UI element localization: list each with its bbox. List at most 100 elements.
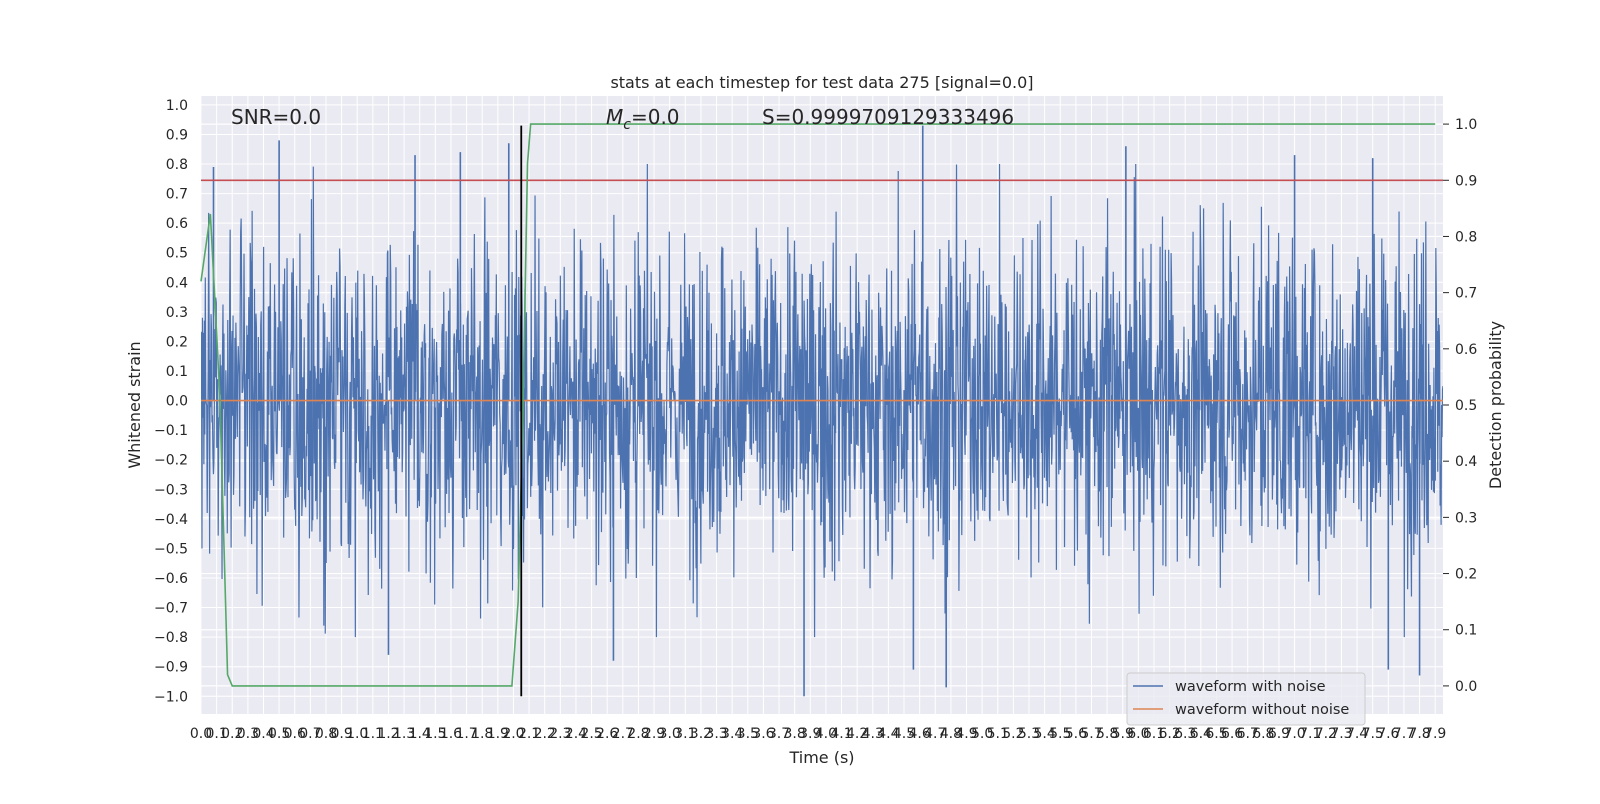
right-y-tick-label: 0.4 (1455, 454, 1477, 470)
x-tick-label: 6.6 (1221, 726, 1243, 742)
legend-box (1126, 672, 1366, 726)
x-tick-label: 7.7 (1393, 726, 1415, 742)
x-tick-label: 3.3 (705, 726, 727, 742)
chirp-mass-value: =0.0 (631, 105, 680, 129)
x-tick-label: 0.6 (284, 726, 306, 742)
x-tick-label: 3.7 (768, 726, 790, 742)
x-tick-label: 2.5 (580, 726, 602, 742)
x-tick-label: 1.1 (362, 726, 384, 742)
x-tick-label: 7.9 (1424, 726, 1446, 742)
y-axis-label: Whitened strain (125, 341, 144, 468)
x-tick-label: 5.4 (1033, 726, 1055, 742)
x-tick-label: 1.0 (346, 726, 368, 742)
right-y-tick-label: 0.9 (1455, 173, 1477, 189)
y-tick-label: −0.5 (154, 541, 188, 557)
x-tick-label: 4.3 (862, 726, 884, 742)
right-y-axis-ticks: 0.0 0.1 0.2 0.3 0.4 0.5 0.6 0.7 0.8 0.9 1.0 (1443, 117, 1477, 695)
x-tick-label: 2.0 (502, 726, 524, 742)
x-tick-label: 2.7 (612, 726, 634, 742)
x-tick-label: 3.5 (737, 726, 759, 742)
x-tick-label: 6.1 (1143, 726, 1165, 742)
x-tick-label: 3.8 (784, 726, 806, 742)
x-tick-label: 6.3 (1174, 726, 1196, 742)
x-tick-label: 0.4 (252, 726, 274, 742)
y-tick-label: 0.4 (166, 275, 188, 291)
x-tick-label: 4.6 (909, 726, 931, 742)
overlay-lines (200, 123, 1443, 697)
legend: waveform with noise waveform without noi… (1126, 672, 1366, 726)
x-tick-label: 5.0 (971, 726, 993, 742)
y-tick-label: 1.0 (166, 98, 188, 114)
y-tick-label: 0.9 (166, 127, 188, 143)
x-tick-label: 2.1 (518, 726, 540, 742)
x-tick-label: 2.8 (627, 726, 649, 742)
chirp-mass-subscript: c (623, 117, 631, 133)
chirp-mass-annotation: Mc=0.0 (606, 105, 680, 133)
x-tick-label: 6.8 (1252, 726, 1274, 742)
y-tick-label: 0.7 (166, 187, 188, 203)
right-y-tick-label: 0.7 (1455, 286, 1477, 302)
y-tick-label: 0.5 (166, 246, 188, 262)
y-tick-label: −0.6 (154, 571, 188, 587)
y-tick-label: 0.1 (166, 364, 188, 380)
x-tick-label: 2.3 (549, 726, 571, 742)
x-tick-label: 2.6 (596, 726, 618, 742)
x-tick-label: 7.2 (1315, 726, 1337, 742)
chart-title: stats at each timestep for test data 275… (610, 73, 1033, 92)
right-y-tick-label: 0.0 (1455, 679, 1477, 695)
x-tick-label: 4.0 (815, 726, 837, 742)
y-tick-label: −0.4 (154, 512, 188, 528)
y-tick-label: −0.8 (154, 630, 188, 646)
x-tick-label: 4.2 (846, 726, 868, 742)
x-tick-label: 5.1 (987, 726, 1009, 742)
x-tick-label: 4.9 (955, 726, 977, 742)
x-tick-label: 6.2 (1158, 726, 1180, 742)
y-tick-label: 0.0 (166, 394, 188, 410)
y-tick-label: −1.0 (154, 689, 188, 705)
x-tick-label: 3.0 (659, 726, 681, 742)
snr-annotation: SNR=0.0 (231, 105, 321, 129)
x-tick-label: 6.0 (1127, 726, 1149, 742)
noise-trace (201, 164, 1443, 638)
y-tick-label: 0.3 (166, 305, 188, 321)
x-tick-label: 4.4 (877, 726, 899, 742)
x-tick-label: 2.9 (643, 726, 665, 742)
x-tick-label: 5.2 (1002, 726, 1024, 742)
right-y-tick-label: 0.2 (1455, 567, 1477, 583)
y-tick-label: 0.6 (166, 216, 188, 232)
x-tick-label: 4.7 (924, 726, 946, 742)
y-tick-label: −0.7 (154, 601, 188, 617)
detection-probability-line (200, 123, 1436, 687)
x-tick-label: 7.6 (1377, 726, 1399, 742)
right-y-tick-label: 0.6 (1455, 342, 1477, 358)
x-tick-label: 7.8 (1408, 726, 1430, 742)
x-tick-label: 0.3 (237, 726, 259, 742)
x-tick-label: 7.5 (1362, 726, 1384, 742)
x-tick-label: 4.1 (830, 726, 852, 742)
x-tick-label: 1.2 (377, 726, 399, 742)
right-y-tick-label: 0.8 (1455, 229, 1477, 245)
y-tick-label: −0.1 (154, 423, 188, 439)
x-tick-label: 5.7 (1080, 726, 1102, 742)
x-tick-label: 1.8 (471, 726, 493, 742)
right-y-tick-label: 0.5 (1455, 398, 1477, 414)
y-tick-label: 0.2 (166, 334, 188, 350)
x-tick-label: 7.0 (1283, 726, 1305, 742)
x-tick-label: 0.2 (221, 726, 243, 742)
x-tick-label: 2.2 (534, 726, 556, 742)
x-tick-label: 3.1 (674, 726, 696, 742)
right-y-tick-label: 0.3 (1455, 510, 1477, 526)
x-tick-label: 1.3 (393, 726, 415, 742)
s-annotation: S=0.9999709129333496 (762, 105, 1014, 129)
x-tick-label: 7.1 (1299, 726, 1321, 742)
chirp-mass-symbol: M (606, 105, 623, 129)
x-tick-label: 0.1 (205, 726, 227, 742)
x-tick-label: 7.4 (1346, 726, 1368, 742)
x-tick-label: 1.7 (455, 726, 477, 742)
x-tick-label: 1.6 (440, 726, 462, 742)
x-tick-label: 0.8 (315, 726, 337, 742)
x-tick-label: 3.4 (721, 726, 743, 742)
x-tick-label: 5.9 (1112, 726, 1134, 742)
x-tick-label: 6.4 (1190, 726, 1212, 742)
